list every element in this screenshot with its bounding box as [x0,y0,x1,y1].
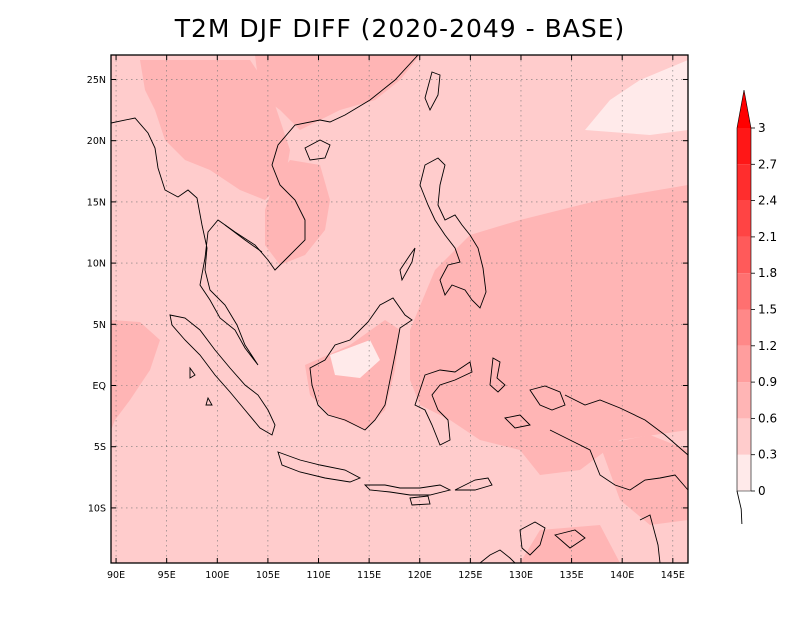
lon-tick-label: 140E [610,570,634,581]
map-frame [110,54,689,564]
lat-lon-grid [111,55,688,563]
lat-tick-label: 10S [88,503,106,514]
colorbar-swatch [737,164,751,201]
lon-tick-label: 105E [256,570,280,581]
colorbar-swatch [737,454,751,491]
colorbar-level-label: 0 [758,484,766,498]
lon-tick-label: 100E [205,570,229,581]
colorbar-level-label: 2.7 [758,157,777,171]
colorbar-outline [736,89,752,492]
lat-tick-label: 20N [87,136,106,147]
temperature-field [111,55,688,563]
lon-tick-label: 145E [661,570,685,581]
colorbar-level-label: 2.1 [758,230,777,244]
colorbar-level-label: 3 [758,121,766,135]
colorbar-swatch [737,200,751,237]
lon-tick-label: 130E [509,570,533,581]
colorbar-swatch [737,309,751,346]
lon-tick-label: 125E [458,570,482,581]
field-level-0 [330,60,688,378]
lon-tick-label: 110E [306,570,330,581]
lon-tick-label: 120E [408,570,432,581]
lon-tick-label: 135E [560,570,584,581]
colorbar-swatch [737,273,751,310]
colorbar-swatch [737,345,751,383]
lat-tick-label: 25N [87,75,106,86]
colorbar-level-label: 2.4 [758,194,777,208]
lon-tick-label: 90E [107,570,125,581]
lat-tick-label: 5N [93,320,106,331]
lat-tick-label: EQ [93,381,106,392]
map-axes: 90E 95E 100E 105E 110E 115E 120E 125E 130E 135E 14… [87,55,688,581]
colorbar-level-label: 1.2 [758,339,777,353]
colorbar-level-label: 1.8 [758,266,777,280]
map-title: T2M DJF DIFF (2020-2049 - BASE) [174,14,626,43]
lon-tick-label: 95E [158,570,176,581]
colorbar-swatch [737,236,751,274]
colorbar-level-label: 1.5 [758,303,777,317]
colorbar-level-label: 0.6 [758,411,777,425]
colorbar-over-arrow [737,90,751,128]
colorbar-level-label: 0.9 [758,375,777,389]
colorbar-swatch [737,128,751,165]
colorbar-under-tail [736,490,743,525]
lat-tick-label: 5S [94,442,106,453]
lon-tick-label: 115E [357,570,381,581]
colorbar-swatch [737,382,751,419]
lat-tick-label: 15N [87,197,106,208]
coastlines [111,55,688,563]
colorbar: 0 0.3 0.6 0.9 1.2 1.5 1.8 2.1 2.4 2.7 3 [736,89,777,525]
colorbar-swatch [737,418,751,455]
lat-tick-label: 10N [87,259,106,270]
colorbar-level-label: 0.3 [758,448,777,462]
